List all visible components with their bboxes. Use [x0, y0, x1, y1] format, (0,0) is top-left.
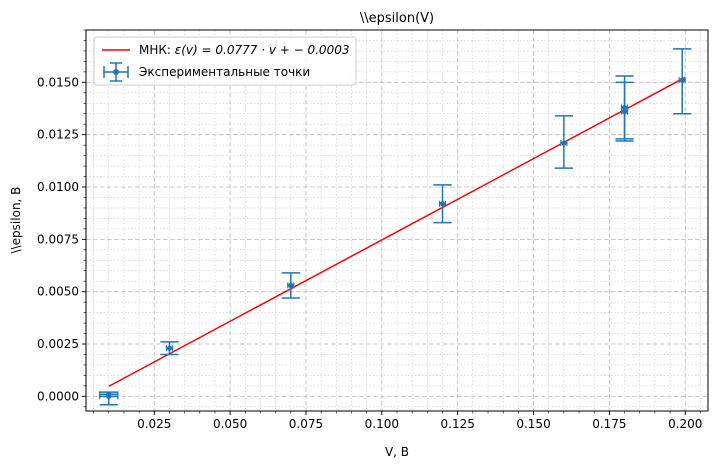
data-point: [615, 75, 634, 140]
legend-fit-formula: ε(v) = 0.0777 · v + − 0.0003: [175, 43, 350, 57]
x-axis-ticks: 0.025 0.050 0.075 0.100 0.125 0.150 0.175 0.200: [93, 411, 702, 431]
x-tick-label: 0.050: [213, 417, 247, 431]
data-point-marker: [621, 104, 628, 111]
y-tick-label: 0.0125: [37, 128, 79, 142]
legend-fit-prefix: МНК:: [139, 43, 175, 57]
data-point: [673, 48, 692, 115]
data-points-layer: [99, 48, 692, 406]
x-tick-label: 0.100: [365, 417, 399, 431]
y-axis-ticks: 0.0000 0.0025 0.0050 0.0075 0.0100 0.0125 0.01…: [37, 29, 86, 408]
data-point: [433, 184, 452, 224]
x-tick-label: 0.025: [137, 417, 171, 431]
y-tick-label: 0.0100: [37, 180, 79, 194]
data-point-marker: [166, 345, 173, 351]
x-tick-label: 0.150: [516, 417, 550, 431]
fit-line: [108, 76, 686, 388]
y-tick-label: 0.0050: [37, 285, 79, 299]
data-point: [99, 391, 119, 398]
legend-points-swatch: [103, 62, 129, 82]
data-point-marker: [106, 391, 112, 397]
legend-swatch-marker: [113, 69, 119, 75]
major-grid: [86, 30, 708, 411]
legend: МНК: ε(v) = 0.0777 · v + − 0.0003 Экспер…: [93, 36, 357, 86]
legend-fit-label: МНК: ε(v) = 0.0777 · v + − 0.0003: [139, 43, 349, 57]
data-point: [160, 341, 179, 356]
x-tick-label: 0.125: [441, 417, 475, 431]
x-tick-label: 0.175: [592, 417, 626, 431]
legend-box: [93, 36, 357, 86]
chart-title: \\epsilon(V): [360, 11, 434, 26]
data-point-marker: [679, 77, 685, 83]
y-tick-label: 0.0150: [37, 75, 79, 89]
data-point: [281, 272, 300, 299]
fit-line-layer: [108, 76, 686, 388]
y-axis-label: \\epsilon, B: [9, 187, 23, 254]
x-tick-label: 0.200: [668, 417, 702, 431]
legend-points-label: Экспериментальные точки: [139, 65, 310, 79]
y-tick-label: 0.0075: [37, 232, 79, 246]
x-tick-label: 0.075: [289, 417, 323, 431]
data-point-marker: [561, 140, 567, 146]
x-axis-label: V, B: [385, 445, 409, 459]
y-tick-label: 0.0000: [37, 389, 79, 403]
data-point-marker: [288, 282, 294, 288]
y-tick-label: 0.0025: [37, 337, 79, 351]
data-point: [554, 115, 573, 169]
data-point-marker: [439, 201, 446, 207]
